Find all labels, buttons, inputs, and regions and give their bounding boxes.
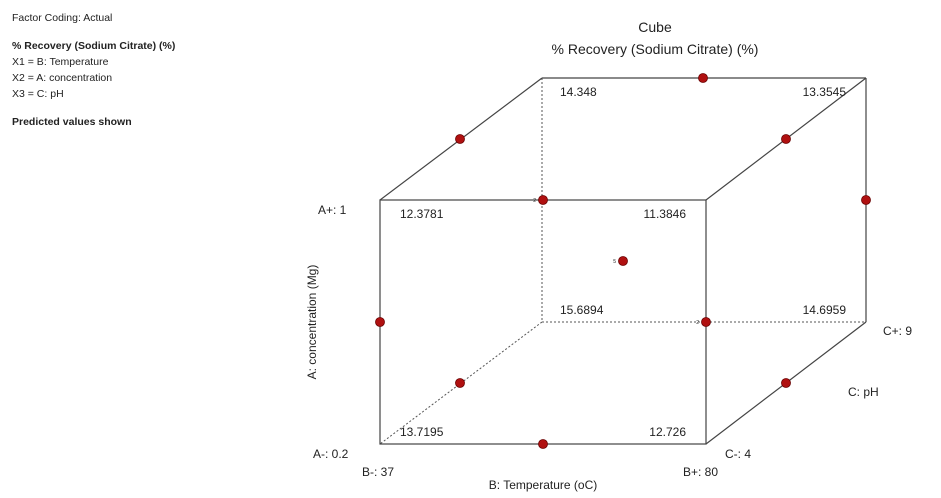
design-point-5 <box>781 378 791 388</box>
b-axis-label: B: Temperature (oC) <box>489 478 598 492</box>
info-panel: Factor Coding: Actual % Recovery (Sodium… <box>12 10 175 130</box>
a-axis-label: A: concentration (Mg) <box>305 265 319 380</box>
b-low-label: B-: 37 <box>362 465 394 479</box>
c-axis-label: C: pH <box>848 385 879 399</box>
chart-title: Cube <box>638 19 672 35</box>
design-point-6 <box>455 134 465 144</box>
design-point-8 <box>861 195 871 205</box>
response-name: % Recovery (Sodium Citrate) (%) <box>12 40 176 52</box>
point-count-label-10: 5 <box>613 259 616 265</box>
corner-value-2: 12.3781 <box>400 207 444 221</box>
design-point-4 <box>455 378 465 388</box>
corner-value-1: 12.726 <box>649 425 686 439</box>
b-high-label: B+: 80 <box>683 465 718 479</box>
design-point-7 <box>781 134 791 144</box>
c-low-label: C-: 4 <box>725 447 751 461</box>
corner-value-0: 13.7195 <box>400 425 444 439</box>
predicted-note: Predicted values shown <box>12 116 132 128</box>
corner-value-4: 15.6894 <box>560 303 604 317</box>
c-high-label: C+: 9 <box>883 324 912 338</box>
design-point-9 <box>698 73 708 83</box>
corner-value-3: 11.3846 <box>644 207 687 221</box>
corner-values: 13.7195 12.726 12.3781 11.3846 15.6894 14.695… <box>400 85 846 439</box>
a-low-label: A-: 0.2 <box>313 447 349 461</box>
point-count-label-2: 2 <box>533 198 536 204</box>
design-point-2 <box>538 195 548 205</box>
a-high-label: A+: 1 <box>318 203 347 217</box>
factor-x2: X2 = A: concentration <box>12 72 113 84</box>
point-count-label-3: 2 <box>696 320 699 326</box>
design-points: 2 2 5 <box>375 73 871 449</box>
factor-x3: X3 = C: pH <box>12 88 64 100</box>
design-point-3 <box>701 317 711 327</box>
chart-subtitle: % Recovery (Sodium Citrate) (%) <box>552 41 759 57</box>
corner-value-6: 14.348 <box>560 85 597 99</box>
design-point-10 <box>618 256 628 266</box>
design-point-0 <box>538 439 548 449</box>
factor-coding-text: Factor Coding: Actual <box>12 12 113 24</box>
factor-x1: X1 = B: Temperature <box>12 56 109 68</box>
corner-value-7: 13.3545 <box>803 85 847 99</box>
corner-value-5: 14.6959 <box>803 303 847 317</box>
design-point-1 <box>375 317 385 327</box>
